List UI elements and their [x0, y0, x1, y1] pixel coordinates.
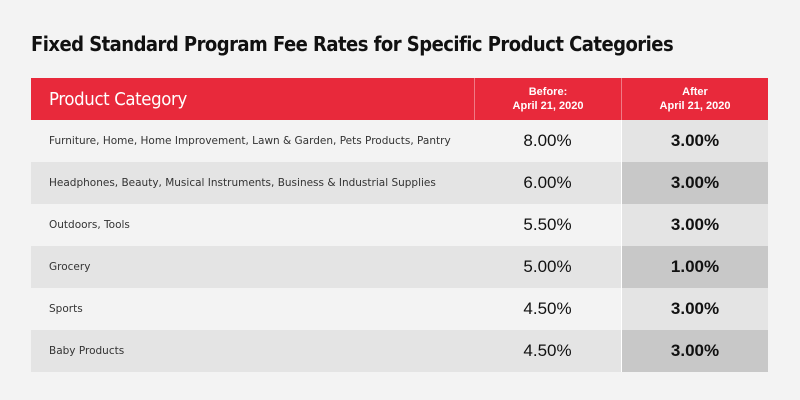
row-before-rate: 5.50% [474, 204, 622, 246]
row-after-rate: 3.00% [622, 120, 768, 162]
header-after-line2: April 21, 2020 [659, 100, 731, 112]
table-row: Headphones, Beauty, Musical Instruments,… [31, 162, 768, 204]
row-after-rate: 3.00% [622, 204, 768, 246]
row-category: Grocery [49, 261, 91, 273]
header-after-line1: After [682, 86, 708, 98]
table-row: Sports 4.50% 3.00% [31, 288, 768, 330]
table-header-row: Product Category Before: April 21, 2020 … [31, 78, 768, 120]
row-before-rate: 6.00% [474, 162, 622, 204]
header-before-date: Before: April 21, 2020 [474, 78, 622, 120]
header-product-category: Product Category [49, 88, 187, 110]
row-after-rate: 3.00% [622, 330, 768, 372]
fee-rates-table: Product Category Before: April 21, 2020 … [31, 78, 768, 372]
row-category: Headphones, Beauty, Musical Instruments,… [49, 177, 436, 189]
row-category: Outdoors, Tools [49, 219, 130, 231]
table-row: Baby Products 4.50% 3.00% [31, 330, 768, 372]
header-after-date: After April 21, 2020 [622, 78, 768, 120]
row-after-rate: 3.00% [622, 162, 768, 204]
table-row: Outdoors, Tools 5.50% 3.00% [31, 204, 768, 246]
row-category: Sports [49, 303, 83, 315]
page-title: Fixed Standard Program Fee Rates for Spe… [31, 32, 674, 56]
row-before-rate: 8.00% [474, 120, 622, 162]
row-category: Baby Products [49, 345, 125, 357]
row-before-rate: 4.50% [474, 288, 622, 330]
row-after-rate: 3.00% [622, 288, 768, 330]
header-before-line1: Before: [528, 86, 568, 98]
table-row: Grocery 5.00% 1.00% [31, 246, 768, 288]
header-before-line2: April 21, 2020 [512, 100, 584, 112]
row-category: Furniture, Home, Home Improvement, Lawn … [49, 135, 451, 147]
table-row: Furniture, Home, Home Improvement, Lawn … [31, 120, 768, 162]
row-before-rate: 5.00% [474, 246, 622, 288]
row-before-rate: 4.50% [474, 330, 622, 372]
row-after-rate: 1.00% [622, 246, 768, 288]
